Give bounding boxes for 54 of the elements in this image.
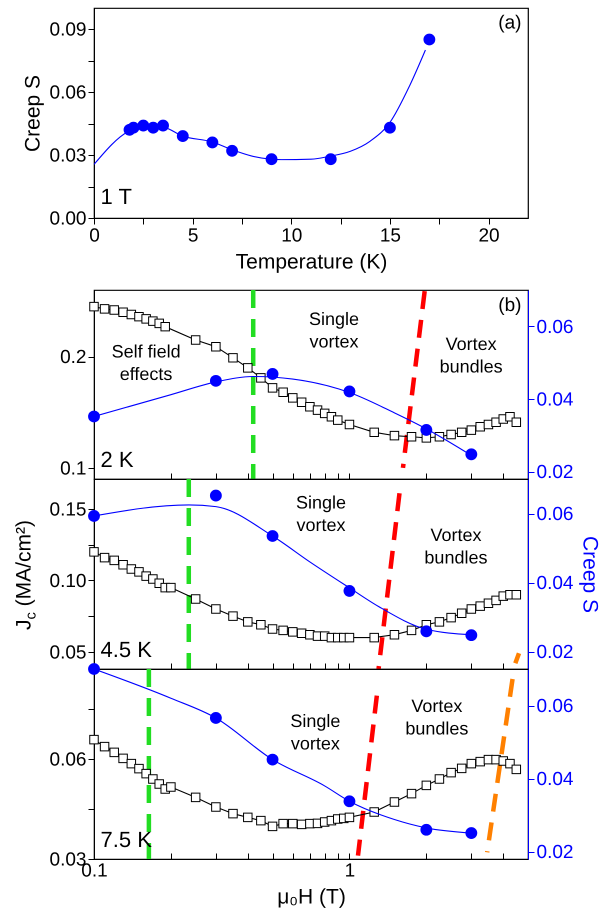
point <box>128 122 140 134</box>
point <box>226 144 238 157</box>
y-tick-label: 0.15 <box>50 500 86 520</box>
y-tick-label: 0.09 <box>50 20 86 40</box>
annotation: 7.5 K <box>100 827 152 852</box>
point <box>157 120 169 132</box>
point <box>423 34 436 46</box>
annotation: Vortex bundles <box>424 525 488 568</box>
point <box>206 136 218 148</box>
y-tick-label: 0.00 <box>50 208 86 230</box>
annotation: (b) <box>498 295 522 316</box>
point <box>147 122 160 134</box>
annotation: (a) <box>498 12 522 34</box>
annotation: Vortex bundles <box>440 334 503 376</box>
annotation: 2 K <box>100 447 134 472</box>
y2-tick-label: 0.02 <box>536 462 574 484</box>
y2-tick-label: 0.04 <box>536 390 574 411</box>
x-tick-label: 1 <box>344 860 356 882</box>
y2-tick-label: 0.04 <box>536 573 574 594</box>
y2-tick-label: 0.02 <box>536 842 574 864</box>
point <box>384 122 396 134</box>
y-tick-label: 0.06 <box>50 750 86 770</box>
y2-axis-title: Creep S <box>578 536 602 614</box>
y2-tick-label: 0.06 <box>536 696 574 718</box>
annotation: 4.5 K <box>100 637 152 662</box>
y-tick-label: 0.03 <box>50 146 86 166</box>
annotation: Self field effects <box>112 341 181 384</box>
y-tick-label: 0.06 <box>50 82 86 104</box>
annotation: Vortex bundles <box>405 696 468 738</box>
line-series <box>94 49 426 165</box>
x-tick-label: 20 <box>478 226 500 246</box>
y-tick-label: 0.2 <box>60 347 86 368</box>
annotation: 1 T <box>100 184 132 209</box>
x-axis-title: Temperature (K) <box>236 250 388 274</box>
x-tick-label: 0 <box>89 226 100 246</box>
x-tick-label: 15 <box>380 226 401 246</box>
annotation: Single vortex <box>290 711 340 754</box>
y2-tick-label: 0.06 <box>536 504 574 526</box>
y2-tick-label: 0.06 <box>536 316 574 338</box>
y2-tick-label: 0.02 <box>536 642 574 664</box>
point <box>176 130 189 142</box>
point <box>324 153 337 166</box>
y-tick-label: 0.05 <box>50 642 86 664</box>
annotation: Single vortex <box>296 492 346 536</box>
annotation: Single vortex <box>308 309 360 352</box>
point <box>266 153 278 166</box>
x-tick-label: 10 <box>281 226 302 246</box>
y-tick-label: 0.10 <box>50 570 86 592</box>
y-axis-title: Creep S <box>22 74 45 152</box>
point <box>137 120 150 132</box>
x-tick-label: 5 <box>188 226 198 246</box>
y2-tick-label: 0.04 <box>536 769 574 790</box>
y-tick-label: 0.1 <box>60 458 86 480</box>
x-axis-title: μ₀H (T) <box>277 886 346 908</box>
